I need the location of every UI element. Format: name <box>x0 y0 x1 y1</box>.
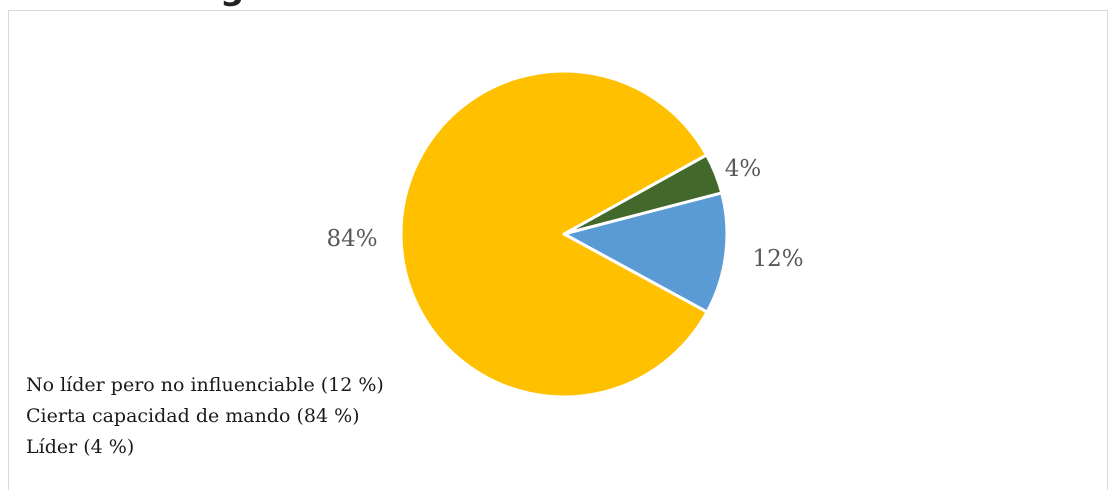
legend-item-cierta-capacidad: Cierta capacidad de mando (84 %) <box>26 405 360 427</box>
pie-slice-cierta-capacidad-de-mando-84 <box>399 69 709 399</box>
legend-item-lider: Líder (4 %) <box>26 436 135 458</box>
data-label-no-lider-pero-no-influenciable-12: 12% <box>752 246 803 272</box>
data-label-lider-4: 4% <box>725 156 762 182</box>
legend: No líder pero no influenciable (12 %) Ci… <box>26 370 384 463</box>
data-label-cierta-capacidad-de-mando-84: 84% <box>326 226 377 252</box>
chart-title-fragment: g <box>220 0 244 8</box>
legend-item-no-lider: No líder pero no influenciable (12 %) <box>26 374 384 396</box>
pie-chart: 4% 12% 84% <box>326 69 804 399</box>
pie-slice-no-lider-pero-no-influenciable-12 <box>562 191 729 314</box>
